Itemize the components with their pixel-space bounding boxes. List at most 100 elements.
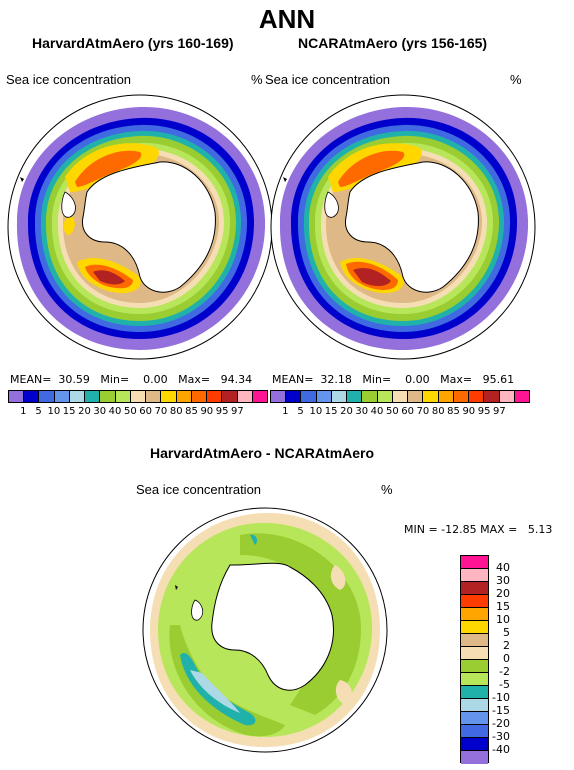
colorbar-swatch [362,391,378,402]
panel1-stats: MEAN= 30.59 Min= 0.00 Max= 94.34 [10,373,253,386]
panel2-stats: MEAN= 32.18 Min= 0.00 Max= 95.61 [272,373,515,386]
colorbar-swatch [100,391,116,402]
panel2-variable-label: Sea ice concentration [265,72,391,87]
colorbar-swatch [461,595,488,608]
colorbar-swatch [461,582,488,595]
colorbar-swatch [499,391,515,402]
colorbar-swatch [469,391,485,402]
colorbar-tick-label: 15 [324,406,338,417]
colorbar-tick-label: 10 [496,613,510,626]
colorbar-swatch [514,391,529,402]
colorbar-tick-label: 1 [20,406,27,417]
panel1-variable-label: Sea ice concentration [6,72,132,87]
panel2-subtitle: NCARAtmAero (yrs 156-165) [298,35,488,51]
colorbar-tick-label: 80 [431,406,445,417]
colorbar-tick-label: 60 [401,406,414,417]
colorbar-swatch [461,608,488,621]
page-title: ANN [258,4,316,34]
colorbar-swatch [161,391,177,402]
colorbar-tick-label: 1 [282,406,289,417]
difference-colorbar-ticks: 40 30 20 15 10 5 2 0 -2 -5 -10 -15 -20 -30 -40 [480,555,520,763]
colorbar-swatch [316,391,332,402]
colorbar-tick-label: 40 [108,406,122,417]
colorbar-tick-label: 30 [496,574,510,587]
difference-stats: MIN = -12.85 MAX = 5.13 [404,523,553,536]
colorbar-swatch [191,391,208,402]
colorbar-tick-label: 90 [200,406,214,417]
colorbar-tick-label: 10 [309,406,323,417]
colorbar-swatch [484,391,500,402]
colorbar-swatch [461,738,488,751]
colorbar-swatch [24,391,40,402]
colorbar-tick-label: -2 [499,665,510,678]
panel2-colorbar [270,390,530,403]
colorbar-tick-label: -5 [499,678,510,691]
colorbar-swatch [461,686,488,699]
colorbar-swatch [377,391,393,402]
colorbar-swatch [461,673,488,686]
colorbar-tick-label: 40 [370,406,384,417]
colorbar-swatch [392,391,409,402]
colorbar-tick-label: -30 [492,730,510,743]
colorbar-tick-label: 20 [78,406,91,417]
colorbar-tick-label: -20 [492,717,510,730]
colorbar-tick-label: 5 [503,626,510,639]
difference-subtitle: HarvardAtmAero - NCARAtmAero [150,445,375,461]
colorbar-tick-label: 90 [462,406,476,417]
colorbar-tick-label: 40 [496,561,510,574]
colorbar-swatch [331,391,348,402]
colorbar-swatch [461,647,488,660]
colorbar-swatch [461,725,488,738]
colorbar-tick-label: 30 [355,406,369,417]
colorbar-swatch [461,699,488,712]
colorbar-tick-label: 80 [169,406,183,417]
colorbar-swatch [54,391,70,402]
panel1-colorbar-ticks: 1 5 10 15 20 30 40 50 60 70 80 85 90 95 97 [8,406,268,420]
colorbar-tick-label: 5 [297,406,304,417]
colorbar-swatch [9,391,25,402]
difference-unit-label: % [381,482,393,497]
colorbar-swatch [461,569,488,582]
colorbar-tick-label: -10 [492,691,510,704]
colorbar-tick-label: 95 [477,406,491,417]
colorbar-tick-label: 20 [340,406,353,417]
colorbar-swatch [130,391,147,402]
colorbar-swatch [347,391,363,402]
colorbar-tick-label: -40 [492,743,510,756]
colorbar-tick-label: 85 [447,406,460,417]
colorbar-tick-label: 5 [35,406,42,417]
colorbar-tick-label: 0 [503,652,510,665]
colorbar-swatch [461,712,488,725]
colorbar-swatch [408,391,424,402]
colorbar-swatch [461,621,488,634]
colorbar-tick-label: 15 [496,600,510,613]
colorbar-swatch [461,660,488,673]
colorbar-swatch [252,391,267,402]
panel2-colorbar-ticks: 1 5 10 15 20 30 40 50 60 70 80 85 90 95 97 [270,406,530,420]
colorbar-swatch [423,391,439,402]
colorbar-tick-label: 70 [154,406,168,417]
colorbar-swatch [222,391,238,402]
colorbar-tick-label: 60 [139,406,152,417]
colorbar-tick-label: 15 [62,406,76,417]
colorbar-tick-label: 20 [496,587,510,600]
colorbar-tick-label: 30 [93,406,107,417]
difference-variable-label: Sea ice concentration [136,482,262,497]
colorbar-tick-label: 10 [47,406,61,417]
colorbar-swatch [453,391,470,402]
panel1-map [7,94,273,360]
colorbar-tick-label: 2 [503,639,510,652]
panel2-unit-label: % [510,72,522,87]
colorbar-swatch [146,391,162,402]
colorbar-tick-label: 85 [185,406,198,417]
panel1-subtitle: HarvardAtmAero (yrs 160-169) [32,35,234,51]
colorbar-swatch [85,391,101,402]
colorbar-swatch [301,391,317,402]
colorbar-swatch [271,391,287,402]
colorbar-tick-label: 50 [385,406,399,417]
panel1-unit-label: % [251,72,263,87]
colorbar-swatch [115,391,131,402]
panel1-colorbar [8,390,268,403]
colorbar-swatch [69,391,86,402]
colorbar-swatch [176,391,192,402]
